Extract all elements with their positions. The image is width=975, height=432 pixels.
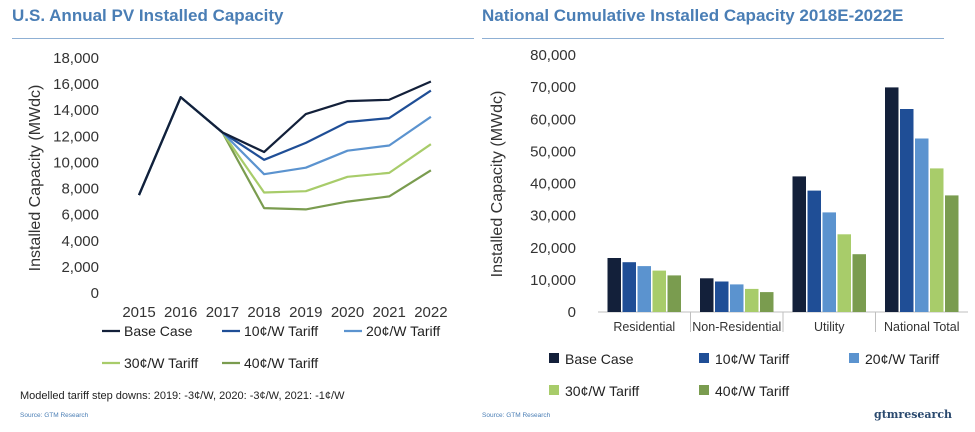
bar	[807, 190, 821, 312]
bar	[745, 288, 759, 312]
y-tick-label: 8,000	[61, 181, 99, 198]
left-chart-title: U.S. Annual PV Installed Capacity	[12, 6, 284, 25]
legend-swatch	[849, 353, 859, 363]
tariff-note: Modelled tariff step downs: 2019: -3¢/W,…	[20, 390, 345, 402]
category-label: National Total	[884, 320, 960, 334]
bar	[637, 266, 651, 312]
legend-label: 30¢/W Tariff	[565, 383, 639, 399]
x-tick-label: 2018	[247, 304, 280, 321]
y-tick-label: 4,000	[61, 233, 99, 250]
bar	[652, 270, 666, 312]
bar	[760, 292, 774, 312]
legend-label: 20¢/W Tariff	[366, 323, 440, 339]
bar	[715, 281, 729, 312]
y-tick-label: 10,000	[53, 154, 99, 171]
bar	[930, 168, 944, 312]
x-tick-label: 2022	[414, 304, 447, 321]
y-tick-label: 50,000	[530, 143, 576, 160]
legend-swatch	[699, 385, 709, 395]
bar	[915, 138, 929, 312]
x-tick-label: 2016	[164, 304, 197, 321]
legend-label: 30¢/W Tariff	[124, 355, 198, 371]
category-label: Residential	[613, 320, 675, 334]
y-tick-label: 80,000	[530, 47, 576, 64]
y-axis-label: Installed Capacity (MWdc)	[489, 91, 506, 278]
series-line	[137, 80, 432, 196]
legend-label: 40¢/W Tariff	[244, 355, 318, 371]
x-tick-label: 2017	[206, 304, 239, 321]
y-tick-label: 2,000	[61, 259, 99, 276]
right-source: Source: GTM Research	[482, 412, 551, 419]
legend-swatch	[549, 353, 559, 363]
x-tick-label: 2015	[122, 304, 155, 321]
y-tick-label: 14,000	[53, 102, 99, 119]
y-tick-label: 6,000	[61, 207, 99, 224]
bar	[837, 234, 851, 312]
right-chart-title: National Cumulative Installed Capacity 2…	[482, 6, 904, 25]
bar	[822, 212, 836, 312]
y-tick-label: 20,000	[530, 240, 576, 257]
y-tick-label: 30,000	[530, 208, 576, 225]
y-tick-label: 70,000	[530, 79, 576, 96]
y-tick-label: 16,000	[53, 76, 99, 93]
bar	[667, 275, 681, 312]
bar	[852, 254, 866, 312]
left-source: Source: GTM Research	[20, 412, 89, 419]
legend-swatch	[699, 353, 709, 363]
y-axis-label: Installed Capacity (MWdc)	[27, 85, 44, 272]
bar	[885, 87, 899, 313]
bar	[900, 109, 914, 312]
legend-label: 20¢/W Tariff	[865, 351, 939, 367]
x-tick-label: 2020	[331, 304, 364, 321]
legend-label: 40¢/W Tariff	[715, 383, 789, 399]
bar	[945, 195, 959, 312]
y-tick-label: 60,000	[530, 111, 576, 128]
x-tick-label: 2019	[289, 304, 322, 321]
y-tick-label: 40,000	[530, 176, 576, 193]
series-line	[137, 96, 432, 196]
brand-logo: gtmresearch	[874, 408, 953, 421]
bar	[792, 176, 806, 312]
category-label: Non-Residential	[692, 320, 781, 334]
y-tick-label: 18,000	[53, 50, 99, 67]
bar	[622, 262, 636, 312]
right-title-rule	[482, 38, 944, 39]
category-label: Utility	[814, 320, 845, 334]
line-chart: 0 2,000 4,000 6,000 8,000 10,000 12,000 14,000 1…	[27, 50, 448, 371]
bar	[607, 258, 621, 312]
legend-swatch	[549, 385, 559, 395]
legend-label: Base Case	[565, 351, 634, 367]
y-tick-label: 0	[568, 304, 576, 321]
left-title-rule	[12, 38, 474, 39]
y-tick-label: 12,000	[53, 128, 99, 145]
series-line	[137, 89, 432, 196]
bar	[700, 278, 714, 312]
bar	[730, 284, 744, 312]
x-tick-label: 2021	[373, 304, 406, 321]
bar-chart: 0 10,000 20,000 30,000 40,000 50,000 60,000 70,…	[489, 47, 968, 399]
legend-label: 10¢/W Tariff	[244, 323, 318, 339]
y-tick-label: 10,000	[530, 272, 576, 289]
y-tick-label: 0	[91, 285, 99, 302]
legend-label: Base Case	[124, 323, 193, 339]
legend-label: 10¢/W Tariff	[715, 351, 789, 367]
